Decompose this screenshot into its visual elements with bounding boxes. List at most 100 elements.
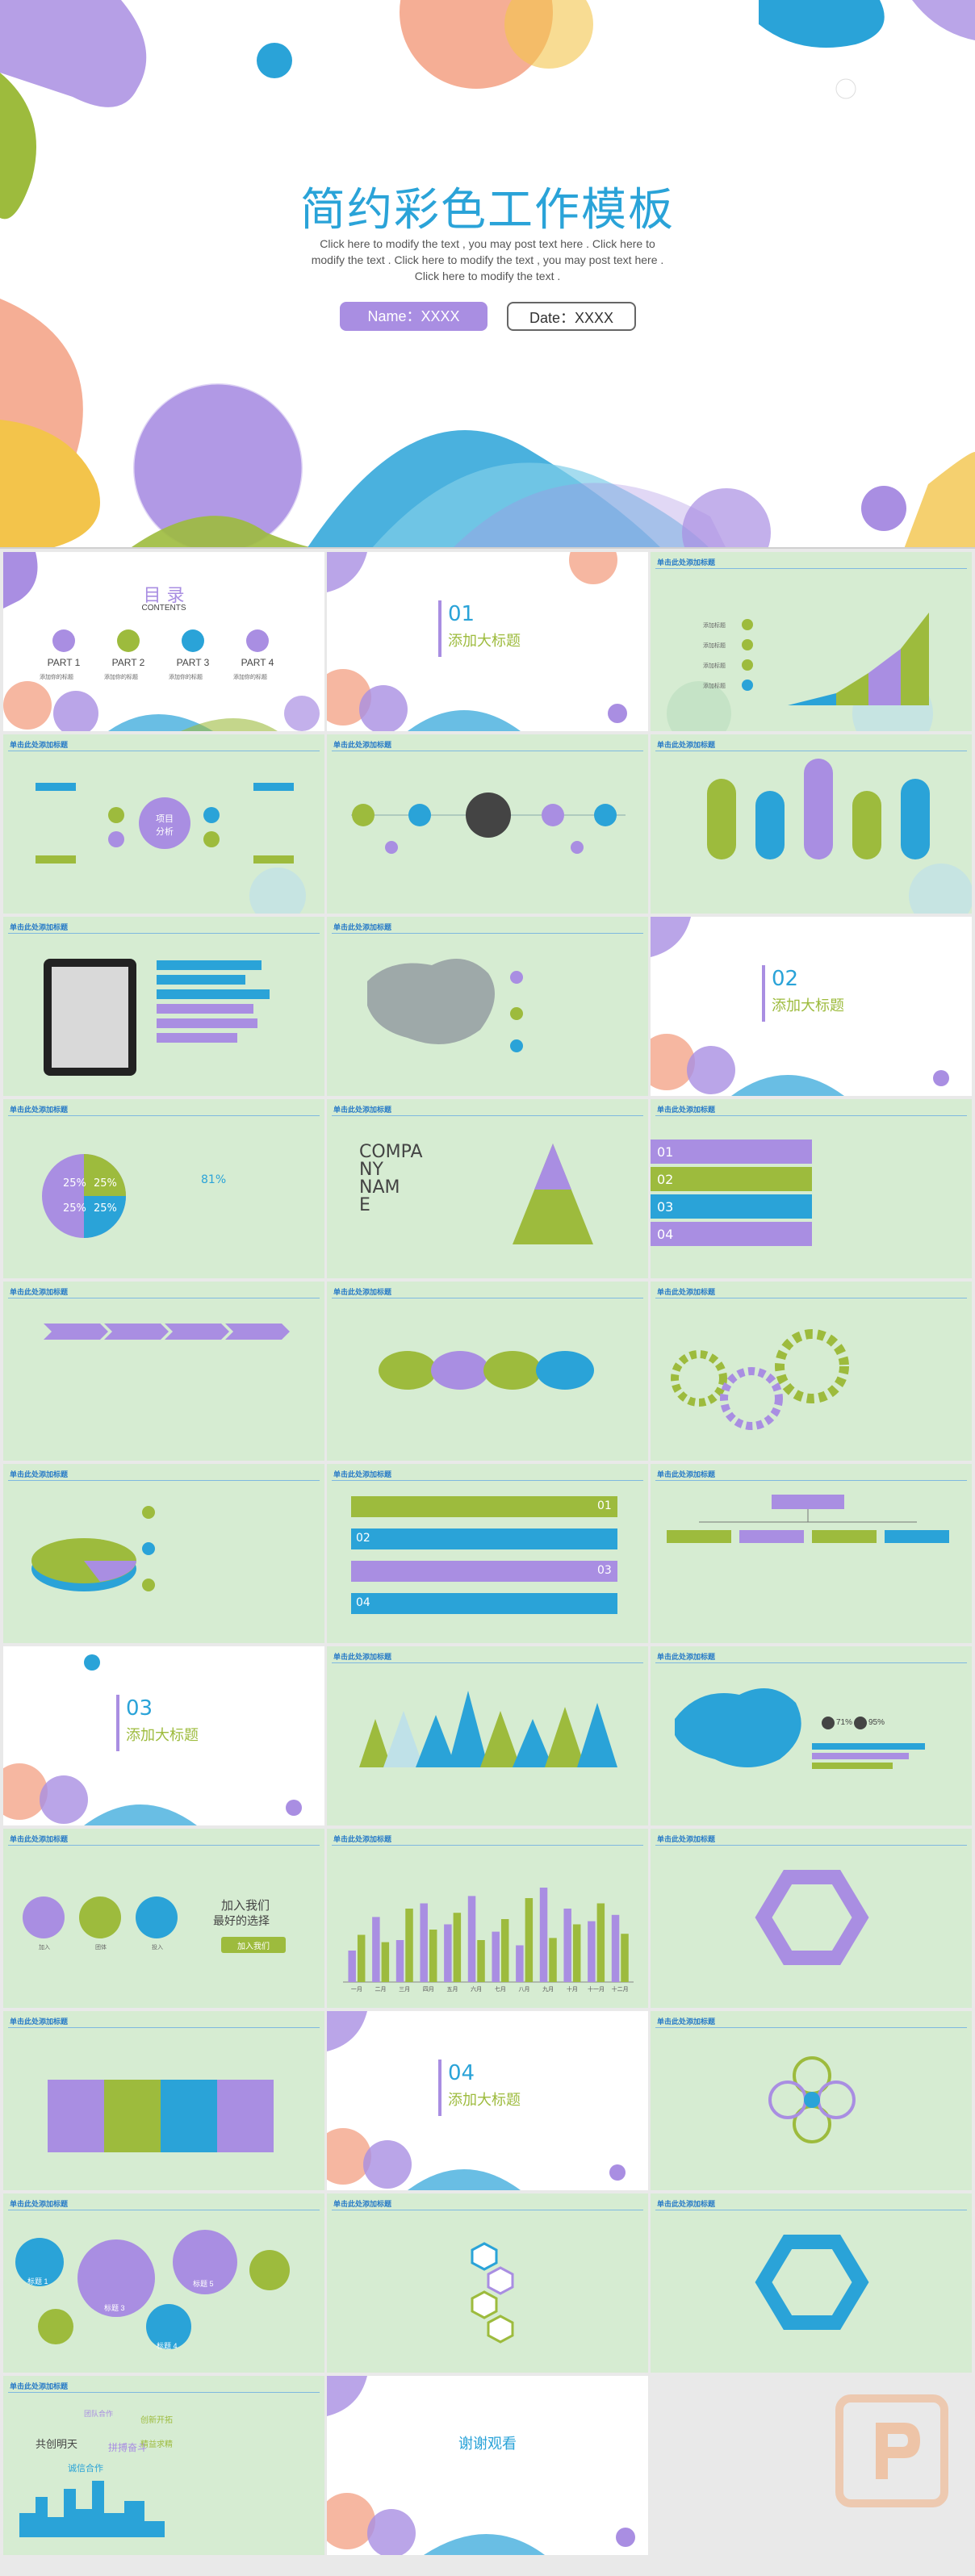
slide-numbered-list: 单击此处添加标题 01 02 03 04 (651, 1099, 972, 1278)
name-pill: Name：XXXX (340, 302, 488, 331)
join-subheading: 最好的选择 (213, 1915, 270, 1928)
slide-gears: 单击此处添加标题 (651, 1282, 972, 1461)
slide-header: 单击此处添加标题 (10, 923, 69, 931)
slide-eco-pie: 单击此处添加标题 25% 25% 25% 25% 81% (3, 1099, 324, 1278)
slide-org-chart: 单击此处添加标题 (651, 1464, 972, 1643)
bar-1-11 (588, 1921, 596, 1982)
bubble-label: 标题 3 (104, 2304, 125, 2312)
presentation-title: 简约彩色工作模板 (300, 184, 675, 236)
slide-header: 单击此处添加标题 (333, 923, 392, 931)
slide-ring-cycle-2: 单击此处添加标题 (651, 2193, 972, 2373)
thank-you-title: 谢谢观看 (458, 2436, 517, 2453)
slide-header: 单击此处添加标题 (657, 1653, 716, 1661)
slide-header: 单击此处添加标题 (333, 1288, 392, 1296)
join-label: 加入 (39, 1945, 50, 1951)
slide-bar-chart: 一月 二月 三月 四月 五月 六月 七月 八月 九月 十月 十一月 十二月 单击此处添加标题 (327, 1829, 648, 2008)
slide-header: 单击此处添加标题 (333, 2200, 392, 2208)
list-number: 02 (356, 1532, 370, 1545)
slide-company-pyramid: 单击此处添加标题 COMPA NY NAM E (327, 1099, 648, 1278)
list-number: 04 (657, 1227, 674, 1242)
slide-ring-cycle: 单击此处添加标题 (651, 1829, 972, 2008)
slide-contents: 目 录 CONTENTS PART 1 PART 2 PART 3 PART 4… (3, 552, 324, 731)
part-caption-2: 添加你的标题 (104, 675, 138, 680)
slide-mountain-chart: 单击此处添加标题 (327, 1646, 648, 1825)
section-title: 添加大标题 (126, 1727, 199, 1744)
watermark-logo-icon (835, 2394, 948, 2507)
bar-2-7 (500, 1919, 509, 1982)
bubble-label: 标题 1 (27, 2277, 48, 2285)
slide-growth-steps: 单击此处添加标题 添加标题 添加标题 添加标题 添加标题 (651, 552, 972, 731)
slide-tablet: 单击此处添加标题 (3, 917, 324, 1096)
slide-hexagon-stack: 单击此处添加标题 (327, 2193, 648, 2373)
join-heading: 加入我们 (221, 1898, 270, 1913)
part-3: PART 3 (176, 657, 210, 668)
word-cloud-item: 拼搏奋斗 (108, 2442, 148, 2453)
slide-arrow-process: 单击此处添加标题 (3, 1282, 324, 1461)
x-tick-label: 七月 (495, 1985, 506, 1993)
slide-section-02: 02 添加大标题 (651, 917, 972, 1096)
join-label: 投入 (152, 1945, 163, 1951)
slide-header: 单击此处添加标题 (657, 1835, 716, 1843)
pie-label: 25% (63, 1202, 86, 1215)
x-tick-label: 八月 (519, 1986, 530, 1993)
word-cloud-item: 团队合作 (84, 2411, 114, 2419)
slide-header: 单击此处添加标题 (657, 1470, 716, 1478)
slide-header: 单击此处添加标题 (333, 1653, 392, 1661)
x-tick-label: 十月 (567, 1985, 578, 1993)
bar-2-2 (381, 1942, 390, 1982)
slide-section-04: 04 添加大标题 (327, 2011, 648, 2190)
list-number: 03 (657, 1199, 674, 1215)
x-tick-label: 二月 (375, 1986, 387, 1993)
section-number: 02 (772, 967, 799, 991)
slide-header: 单击此处添加标题 (657, 558, 716, 567)
slide-header: 单击此处添加标题 (10, 1470, 69, 1478)
section-title: 添加大标题 (448, 633, 521, 650)
part-caption-3: 添加你的标题 (169, 675, 203, 680)
x-tick-label: 四月 (423, 1986, 434, 1993)
presentation-subtitle: Click here to modify the text , you may … (311, 237, 664, 282)
slide-header: 单击此处添加标题 (657, 1106, 716, 1114)
word-cloud-item: 精益求精 (140, 2440, 173, 2449)
slide-3d-pie: 单击此处添加标题 (3, 1464, 324, 1643)
x-tick-label: 五月 (447, 1986, 458, 1993)
bar-1-9 (539, 1888, 548, 1982)
x-tick-label: 十一月 (588, 1985, 605, 1993)
bar-2-12 (621, 1934, 629, 1982)
slide-header: 单击此处添加标题 (657, 1288, 716, 1296)
slide-china-map: 单击此处添加标题 (327, 917, 648, 1096)
section-title: 添加大标题 (448, 2092, 521, 2109)
slide-header: 单击此处添加标题 (10, 1835, 69, 1843)
slide-header: 单击此处添加标题 (333, 741, 392, 749)
slide-header: 单击此处添加标题 (10, 2018, 69, 2026)
slide-header: 单击此处添加标题 (333, 1470, 392, 1478)
x-tick-label: 六月 (471, 1985, 482, 1993)
company-name: COMPA NY NAM E (359, 1142, 423, 1215)
item-label: 添加标题 (703, 643, 726, 649)
slide-header: 单击此处添加标题 (657, 2018, 716, 2026)
bar-1-1 (348, 1951, 356, 1982)
word-cloud-item: 诚信合作 (68, 2463, 103, 2474)
item-label: 添加标题 (703, 684, 726, 689)
title-slide: 简约彩色工作模板 Click here to modify the text ,… (0, 0, 975, 549)
bar-1-10 (563, 1909, 571, 1982)
slide-join-us: 单击此处添加标题 加入我们 最好的选择 加入我们 加入 团体 投入 (3, 1829, 324, 2008)
section-number: 01 (448, 602, 475, 626)
list-number: 01 (657, 1144, 674, 1160)
list-number: 03 (597, 1564, 612, 1577)
word-cloud-item: 创新开拓 (140, 2416, 173, 2425)
bubble-label: 标题 4 (157, 2342, 178, 2350)
bar-2-3 (405, 1909, 413, 1982)
bar-2-9 (549, 1938, 557, 1982)
bar-2-6 (477, 1940, 485, 1982)
slide-ribbon-list: 单击此处添加标题 01 02 03 04 (327, 1464, 648, 1643)
contents-title: 目 录 (143, 586, 185, 606)
part-caption-4: 添加你的标题 (233, 675, 267, 680)
bar-2-5 (453, 1913, 462, 1982)
bar-2-11 (596, 1903, 605, 1982)
title-slide-decoration (0, 0, 975, 549)
slide-header: 单击此处添加标题 (333, 1835, 392, 1843)
list-number: 02 (657, 1172, 674, 1187)
section-number: 04 (448, 2061, 475, 2085)
list-number: 01 (597, 1499, 612, 1512)
slide-header: 单击此处添加标题 (10, 2382, 69, 2390)
